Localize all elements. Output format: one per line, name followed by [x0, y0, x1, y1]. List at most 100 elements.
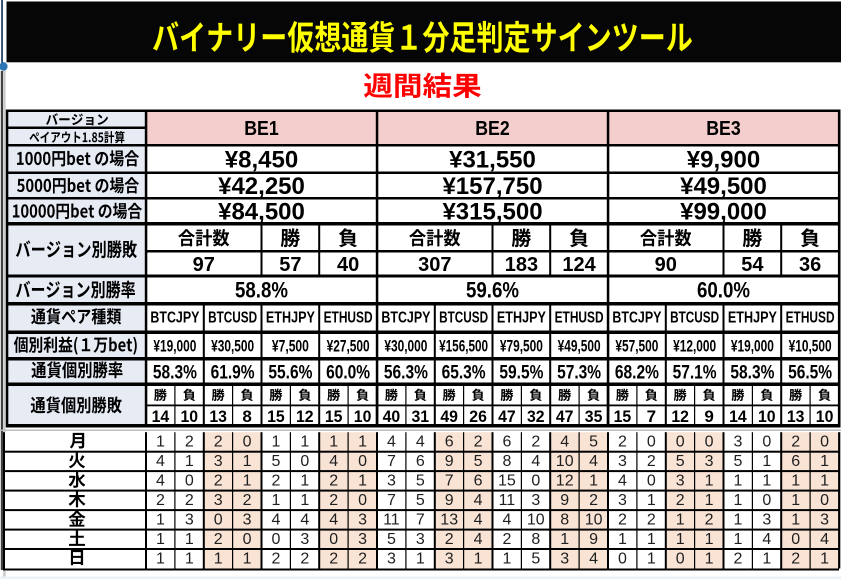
svg-text:4: 4: [329, 512, 338, 529]
svg-text:10: 10: [556, 453, 574, 470]
svg-text:59.6%: 59.6%: [466, 278, 519, 303]
svg-text:0: 0: [185, 473, 194, 490]
svg-text:5: 5: [416, 492, 425, 509]
svg-text:68.2%: 68.2%: [615, 362, 659, 383]
svg-text:BTCJPY: BTCJPY: [150, 309, 200, 326]
svg-text:4: 4: [271, 512, 280, 529]
svg-text:ETHJPY: ETHJPY: [728, 309, 778, 326]
svg-text:ETHUSD: ETHUSD: [786, 309, 835, 326]
svg-text:0: 0: [705, 434, 714, 451]
svg-text:5: 5: [474, 453, 483, 470]
svg-text:¥84,500: ¥84,500: [218, 199, 305, 226]
svg-text:3: 3: [705, 453, 714, 470]
svg-text:60.0%: 60.0%: [697, 278, 750, 303]
svg-text:58.8%: 58.8%: [235, 278, 288, 303]
svg-text:1: 1: [762, 453, 771, 470]
svg-text:61.9%: 61.9%: [211, 362, 255, 383]
svg-text:47: 47: [556, 407, 574, 426]
svg-text:¥42,250: ¥42,250: [218, 173, 305, 200]
svg-text:7: 7: [387, 492, 396, 509]
svg-text:1: 1: [358, 434, 367, 451]
svg-text:6: 6: [502, 434, 511, 451]
svg-text:14: 14: [152, 407, 170, 426]
svg-text:8: 8: [531, 531, 540, 548]
svg-text:14: 14: [729, 407, 747, 426]
svg-text:1: 1: [243, 550, 252, 567]
svg-text:2: 2: [589, 492, 598, 509]
svg-text:3: 3: [387, 473, 396, 490]
svg-text:3: 3: [560, 550, 569, 567]
svg-text:97: 97: [193, 254, 215, 276]
svg-text:1: 1: [502, 550, 511, 567]
svg-text:1: 1: [271, 434, 280, 451]
svg-text:1: 1: [185, 550, 194, 567]
svg-text:3: 3: [214, 492, 223, 509]
svg-text:2: 2: [185, 434, 194, 451]
svg-text:1: 1: [820, 473, 829, 490]
svg-text:4: 4: [156, 453, 165, 470]
svg-text:¥19,000: ¥19,000: [731, 337, 774, 356]
svg-text:11: 11: [383, 512, 400, 529]
svg-text:0: 0: [647, 473, 656, 490]
svg-text:ETHJPY: ETHJPY: [266, 309, 316, 326]
svg-text:3: 3: [416, 531, 425, 548]
svg-text:2: 2: [791, 550, 800, 567]
svg-text:1: 1: [705, 531, 714, 548]
svg-text:12: 12: [556, 473, 574, 490]
svg-text:4: 4: [416, 434, 425, 451]
svg-text:1: 1: [243, 473, 252, 490]
svg-text:¥79,500: ¥79,500: [500, 337, 543, 356]
svg-text:4: 4: [387, 434, 396, 451]
svg-text:¥49,500: ¥49,500: [680, 173, 767, 200]
svg-text:5: 5: [733, 453, 742, 470]
svg-text:12: 12: [296, 407, 314, 426]
svg-text:5: 5: [676, 453, 685, 470]
svg-text:1: 1: [358, 473, 367, 490]
svg-text:1: 1: [589, 473, 598, 490]
svg-text:1: 1: [791, 512, 800, 529]
svg-text:0: 0: [820, 492, 829, 509]
svg-text:307: 307: [418, 254, 451, 276]
svg-text:ETHUSD: ETHUSD: [555, 309, 604, 326]
svg-text:1: 1: [300, 473, 309, 490]
svg-text:1: 1: [705, 473, 714, 490]
svg-text:9: 9: [445, 492, 454, 509]
svg-text:1: 1: [416, 550, 425, 567]
svg-text:57.3%: 57.3%: [557, 362, 601, 383]
svg-text:1: 1: [820, 453, 829, 470]
svg-text:1: 1: [647, 531, 656, 548]
svg-text:2: 2: [791, 434, 800, 451]
svg-text:ETHJPY: ETHJPY: [497, 309, 547, 326]
svg-text:¥31,550: ¥31,550: [449, 147, 536, 174]
svg-text:1: 1: [820, 550, 829, 567]
svg-text:¥19,000: ¥19,000: [153, 337, 196, 356]
svg-text:2: 2: [214, 473, 223, 490]
svg-text:5: 5: [589, 434, 598, 451]
svg-text:2: 2: [271, 473, 280, 490]
svg-text:4: 4: [502, 512, 511, 529]
svg-text:2: 2: [214, 531, 223, 548]
svg-text:11: 11: [499, 492, 516, 509]
svg-text:0: 0: [329, 531, 338, 548]
svg-text:3: 3: [185, 512, 194, 529]
svg-text:0: 0: [647, 434, 656, 451]
svg-text:36: 36: [799, 254, 821, 276]
svg-text:56.3%: 56.3%: [384, 362, 428, 383]
svg-text:ETHUSD: ETHUSD: [324, 309, 373, 326]
svg-text:35: 35: [585, 407, 603, 426]
svg-text:2: 2: [300, 550, 309, 567]
svg-text:2: 2: [329, 550, 338, 567]
svg-text:1: 1: [329, 434, 338, 451]
svg-text:0: 0: [531, 473, 540, 490]
svg-text:9: 9: [704, 407, 713, 426]
svg-text:49: 49: [440, 407, 458, 426]
svg-text:40: 40: [383, 407, 401, 426]
svg-text:1: 1: [791, 492, 800, 509]
svg-text:2: 2: [531, 434, 540, 451]
svg-text:15: 15: [498, 473, 516, 490]
svg-text:54: 54: [741, 254, 764, 276]
svg-text:3: 3: [618, 453, 627, 470]
svg-text:0: 0: [214, 512, 223, 529]
svg-text:10: 10: [758, 407, 776, 426]
svg-text:1: 1: [676, 531, 685, 548]
